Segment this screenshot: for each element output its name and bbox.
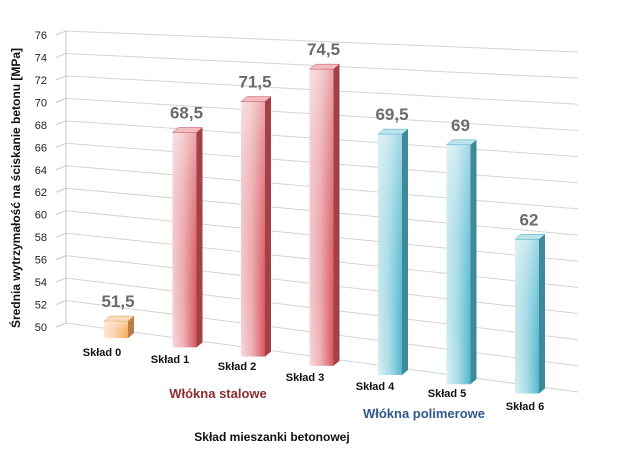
y-tick-label: 70 (35, 97, 47, 109)
gridline-connector (55, 322, 67, 328)
y-tick-label: 58 (35, 232, 47, 244)
category-label: Skład 3 (286, 372, 325, 384)
bar-side (196, 127, 203, 348)
bar-0 (103, 315, 135, 339)
bar-side (265, 96, 271, 357)
category-label: Skład 1 (151, 354, 190, 366)
data-label: 69,5 (375, 105, 408, 124)
bar-shine (378, 134, 402, 376)
y-tick-label: 56 (35, 255, 47, 267)
bar-5 (445, 139, 478, 385)
bar-top (445, 139, 478, 146)
y-tick-label: 62 (35, 187, 47, 199)
x-axis-label: Skład mieszanki betonowej (194, 430, 349, 444)
bar-top (377, 128, 409, 135)
gridline-connector (55, 255, 67, 261)
group-label-polymer-fibers: Włókna polimerowe (363, 406, 485, 421)
category-labels: Skład 0 Skład 1 Skład 2 Skład 3 Skład 4 Skład… (83, 347, 545, 413)
y-tick-label: 54 (35, 277, 47, 289)
y-tick-label: 66 (35, 142, 47, 154)
gridline-connector (55, 300, 67, 306)
group-label-steel-fibers: Włókna stalowe (169, 386, 267, 401)
gridline-connector (55, 120, 67, 126)
bar-1 (171, 127, 204, 348)
bar-top (103, 315, 135, 322)
bar-top (308, 63, 341, 70)
category-label: Skład 4 (356, 381, 395, 393)
y-axis-label: Średnia wytrzymałość na ściskanie betonu… (8, 48, 23, 328)
data-label: 71,5 (238, 73, 271, 92)
data-label: 74,5 (307, 40, 340, 59)
bar-shine (172, 132, 197, 348)
category-label: Skład 6 (506, 401, 545, 413)
data-label: 68,5 (170, 103, 203, 122)
category-label: Skład 2 (218, 361, 257, 373)
y-tick-label: 76 (35, 30, 47, 42)
y-tick-label: 74 (35, 52, 47, 64)
bar-shine (241, 101, 265, 357)
bar-2 (240, 96, 272, 357)
bar-side (128, 316, 134, 339)
y-tick-label: 52 (35, 300, 47, 312)
gridline-connector (55, 165, 67, 171)
bar-top (171, 127, 204, 133)
data-label: 51,5 (101, 292, 134, 311)
data-labels: 51,5 68,5 71,5 74,5 69,5 69 62 (101, 40, 538, 311)
data-label: 62 (520, 210, 539, 229)
y-tick-label: 68 (35, 120, 47, 132)
bar-side (539, 234, 545, 394)
bar-side (470, 139, 477, 385)
gridline (65, 30, 579, 53)
y-tick-label: 72 (35, 75, 47, 87)
bar-4 (377, 128, 409, 376)
gridline-connector (55, 52, 67, 58)
bars (103, 63, 546, 394)
bar-shine (446, 144, 471, 385)
gridline-connector (55, 97, 67, 103)
gridline-connector (55, 277, 67, 283)
gridline-connector (55, 232, 67, 238)
y-tick-label: 50 (35, 322, 47, 334)
category-label: Skład 0 (83, 347, 122, 359)
bar-shine (104, 321, 128, 339)
bar-3 (308, 63, 341, 366)
bar-6 (514, 234, 546, 394)
bar-shine (309, 69, 334, 366)
gridline-connector (55, 142, 67, 148)
gridline-connector (55, 210, 67, 216)
category-label: Skład 5 (428, 388, 467, 400)
y-tick-label: 60 (35, 210, 47, 222)
data-label: 69 (451, 116, 470, 135)
y-tick-label: 64 (35, 165, 47, 177)
bar-top (514, 234, 546, 240)
bar-side (402, 129, 408, 376)
gridline-connector (55, 30, 67, 36)
bar-side (333, 64, 340, 366)
bar-shine (515, 239, 539, 394)
gridline-connector (55, 75, 67, 81)
y-tick-labels: 50 52 54 56 58 60 62 64 66 68 70 72 74 76 (35, 30, 47, 334)
bar-top (240, 96, 272, 102)
gridline-connector (55, 187, 67, 193)
